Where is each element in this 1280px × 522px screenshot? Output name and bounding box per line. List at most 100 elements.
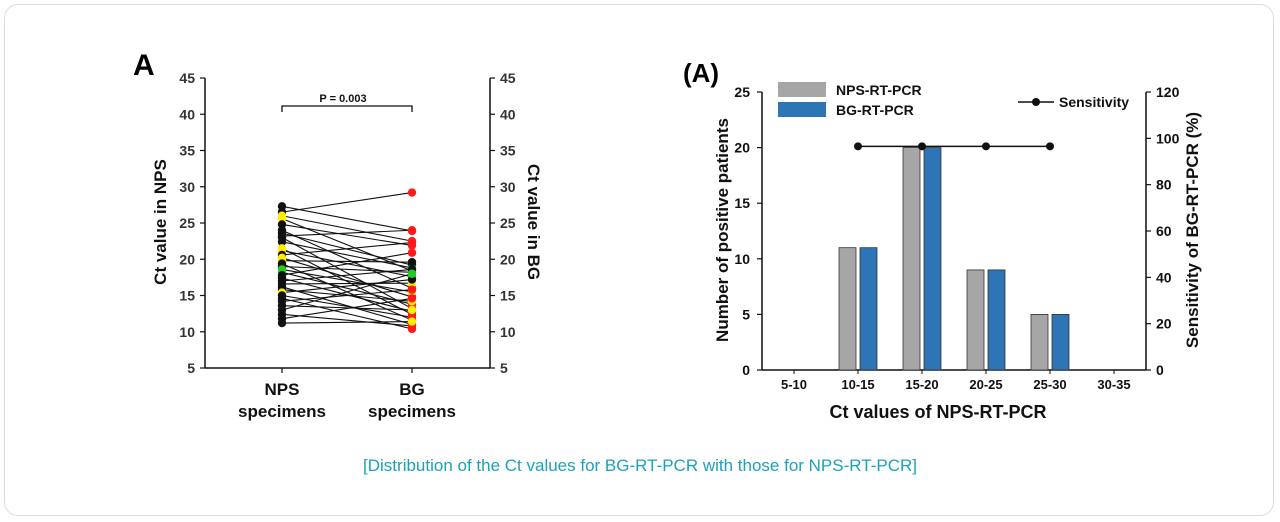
bg-bar bbox=[859, 247, 878, 371]
right-x-category-label: 5-10 bbox=[781, 377, 807, 392]
sensitivity-point bbox=[1046, 142, 1054, 151]
legend-bg-swatch bbox=[778, 102, 826, 117]
left-y-tick-label: 35 bbox=[179, 143, 195, 159]
pair-line bbox=[281, 192, 413, 213]
pair-line bbox=[281, 297, 413, 320]
left-y-tick-label: 30 bbox=[179, 179, 195, 195]
left-pair-lines bbox=[281, 192, 413, 330]
pair-line bbox=[281, 273, 413, 311]
left-y2-tick-label: 35 bbox=[500, 143, 516, 159]
pair-line bbox=[281, 205, 413, 232]
left-x-category-label: specimens bbox=[368, 402, 456, 421]
nps-dot bbox=[277, 237, 287, 247]
pair-line bbox=[281, 268, 413, 282]
left-x-categories: NPS specimens BG specimens bbox=[238, 380, 456, 421]
left-y-tick-label: 40 bbox=[179, 106, 195, 122]
legend-sensitivity-label: Sensitivity bbox=[1059, 94, 1129, 110]
nps-dot bbox=[277, 214, 287, 223]
pair-line bbox=[281, 247, 413, 315]
nps-bar bbox=[838, 247, 857, 371]
figure-caption: [Distribution of the Ct values for BG-RT… bbox=[363, 456, 917, 475]
bg-dot bbox=[407, 305, 417, 315]
left-y2-tick-label: 15 bbox=[500, 288, 516, 304]
bg-dot bbox=[407, 248, 417, 257]
nps-bar bbox=[902, 147, 921, 371]
right-y-tick-label: 25 bbox=[734, 84, 750, 100]
pair-line bbox=[281, 260, 413, 263]
right-y2-tick-label: 20 bbox=[1156, 316, 1172, 332]
right-y2-label: Sensitivity of BG-RT-PCR (%) bbox=[1183, 112, 1202, 348]
pair-line bbox=[281, 215, 413, 242]
bg-dot bbox=[407, 257, 417, 267]
pair-line bbox=[281, 268, 413, 293]
right-legend: NPS-RT-PCR BG-RT-PCR Sensitivity bbox=[778, 82, 1129, 118]
figure-card bbox=[4, 4, 1274, 516]
right-y2-tick-label: 100 bbox=[1156, 130, 1180, 146]
right-y-tick-label: 10 bbox=[734, 251, 750, 267]
bg-bar bbox=[987, 269, 1006, 371]
right-y2-tick-label: 60 bbox=[1156, 223, 1172, 239]
pair-line bbox=[281, 242, 413, 256]
bracket-line bbox=[281, 105, 413, 112]
bg-dot bbox=[407, 188, 417, 197]
sensitivity-point bbox=[854, 142, 862, 151]
right-x-categories: 5-10 10-15 15-20 20-25 25-30 30-35 bbox=[781, 377, 1131, 392]
bg-bar bbox=[1051, 313, 1070, 371]
left-x-category-label: NPS bbox=[265, 380, 300, 399]
right-x-category-label: 20-25 bbox=[969, 377, 1002, 392]
pair-line bbox=[281, 305, 413, 311]
pair-line bbox=[281, 257, 413, 298]
right-bars bbox=[838, 147, 1070, 371]
nps-dot bbox=[277, 202, 287, 211]
left-y2-label: Ct value in BG bbox=[524, 164, 543, 280]
left-y2-tick-label: 5 bbox=[500, 360, 508, 376]
pair-line bbox=[281, 252, 413, 276]
p-value-annotation: P = 0.003 bbox=[319, 93, 366, 105]
left-x-category-label: specimens bbox=[238, 402, 326, 421]
right-x-category-label: 15-20 bbox=[905, 377, 938, 392]
left-y-tick-label: 15 bbox=[179, 288, 195, 304]
left-y-tick-label: 20 bbox=[179, 251, 195, 267]
sensitivity-point bbox=[918, 142, 926, 151]
right-y2-tick-label: 120 bbox=[1156, 84, 1180, 100]
left-y2-tick-label: 10 bbox=[500, 324, 516, 340]
right-y2-tick-label: 40 bbox=[1156, 269, 1172, 285]
left-y2-tick-label: 40 bbox=[500, 106, 516, 122]
bg-dot bbox=[407, 275, 417, 284]
right-x-label: Ct values of NPS-RT-PCR bbox=[829, 402, 1046, 422]
pair-line bbox=[281, 223, 413, 247]
left-y-tick-label: 5 bbox=[187, 360, 195, 376]
pair-line bbox=[281, 313, 413, 327]
pair-line bbox=[281, 321, 413, 324]
sensitivity-line bbox=[854, 142, 1054, 151]
left-y-tick-label: 45 bbox=[179, 70, 195, 86]
bg-bar bbox=[923, 147, 942, 371]
left-y2-tick-label: 45 bbox=[500, 70, 516, 86]
pair-line bbox=[281, 229, 413, 289]
left-y2-tick-label: 25 bbox=[500, 215, 516, 231]
pair-line bbox=[281, 229, 413, 237]
legend-label: BG-RT-PCR bbox=[836, 102, 914, 118]
pair-line bbox=[281, 241, 413, 269]
right-x-category-label: 10-15 bbox=[841, 377, 874, 392]
right-y2-tick-label: 0 bbox=[1156, 362, 1164, 378]
pair-line bbox=[281, 279, 413, 294]
bg-dot bbox=[407, 226, 417, 235]
right-y-tick-label: 15 bbox=[734, 195, 750, 211]
nps-bar bbox=[1030, 313, 1049, 371]
bg-dot bbox=[407, 285, 417, 294]
nps-dot bbox=[277, 220, 287, 229]
pair-line bbox=[281, 289, 413, 302]
nps-dot bbox=[277, 318, 287, 328]
left-y-tick-label: 25 bbox=[179, 215, 195, 231]
left-y2-tick-label: 30 bbox=[500, 179, 516, 195]
pair-line bbox=[281, 282, 413, 285]
right-y-tick-label: 0 bbox=[742, 362, 750, 378]
nps-bar bbox=[966, 269, 985, 371]
right-panel-label: (A) bbox=[683, 58, 719, 88]
pair-line bbox=[281, 286, 413, 326]
left-y-label: Ct value in NPS bbox=[151, 159, 170, 285]
right-y-label: Number of positive patients bbox=[713, 118, 732, 342]
right-axes: 0 5 10 15 20 25 0 20 40 60 80 100 120 bbox=[734, 84, 1179, 378]
